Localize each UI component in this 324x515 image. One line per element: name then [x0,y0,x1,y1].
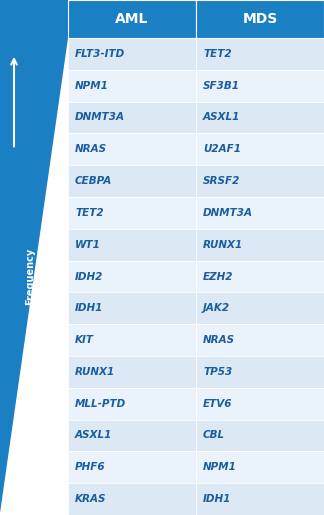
Bar [68,0,196,38]
Bar [68,293,196,324]
Bar [68,101,196,133]
Text: NPM1: NPM1 [203,462,237,472]
Text: RUNX1: RUNX1 [75,367,115,377]
Bar [68,388,196,420]
Bar [196,38,324,70]
Bar [196,356,324,388]
Text: TET2: TET2 [203,49,232,59]
Text: JAK2: JAK2 [203,303,230,313]
Text: SRSF2: SRSF2 [203,176,240,186]
Text: TET2: TET2 [75,208,104,218]
Bar [196,133,324,165]
Bar [196,293,324,324]
Bar [68,133,196,165]
Text: MLL-PTD: MLL-PTD [75,399,126,409]
Text: Frequency: Frequency [25,248,35,305]
Text: ASXL1: ASXL1 [203,112,240,123]
Bar [68,356,196,388]
Text: EZH2: EZH2 [203,271,234,282]
Text: ETV6: ETV6 [203,399,233,409]
Bar [196,0,324,38]
Text: IDH2: IDH2 [75,271,103,282]
Bar [68,261,196,293]
Text: NPM1: NPM1 [75,81,109,91]
Bar [196,70,324,101]
Text: FLT3-ITD: FLT3-ITD [75,49,125,59]
Text: NRAS: NRAS [75,144,107,154]
Bar [196,324,324,356]
Bar [68,38,196,70]
Bar [196,197,324,229]
Bar [68,420,196,452]
Bar [68,165,196,197]
Bar [196,483,324,515]
Text: DNMT3A: DNMT3A [75,112,125,123]
Text: CEBPA: CEBPA [75,176,112,186]
Text: PHF6: PHF6 [75,462,106,472]
Bar [196,388,324,420]
Text: U2AF1: U2AF1 [203,144,241,154]
Text: IDH1: IDH1 [75,303,103,313]
Text: ASXL1: ASXL1 [75,431,112,440]
Text: AML: AML [115,12,149,26]
Text: SF3B1: SF3B1 [203,81,240,91]
Text: IDH1: IDH1 [203,494,231,504]
Text: KRAS: KRAS [75,494,107,504]
Bar [196,165,324,197]
Bar [196,261,324,293]
Text: MDS: MDS [242,12,278,26]
Bar [196,229,324,261]
Text: DNMT3A: DNMT3A [203,208,253,218]
Bar [196,101,324,133]
Text: KIT: KIT [75,335,94,345]
Bar [68,229,196,261]
Text: NRAS: NRAS [203,335,235,345]
Bar [68,483,196,515]
Bar [68,452,196,483]
Text: TP53: TP53 [203,367,232,377]
Text: WT1: WT1 [75,239,101,250]
Bar [68,70,196,101]
Polygon shape [0,0,68,513]
Bar [68,197,196,229]
Text: RUNX1: RUNX1 [203,239,243,250]
Bar [196,420,324,452]
Bar [68,324,196,356]
Bar [196,452,324,483]
Text: CBL: CBL [203,431,225,440]
